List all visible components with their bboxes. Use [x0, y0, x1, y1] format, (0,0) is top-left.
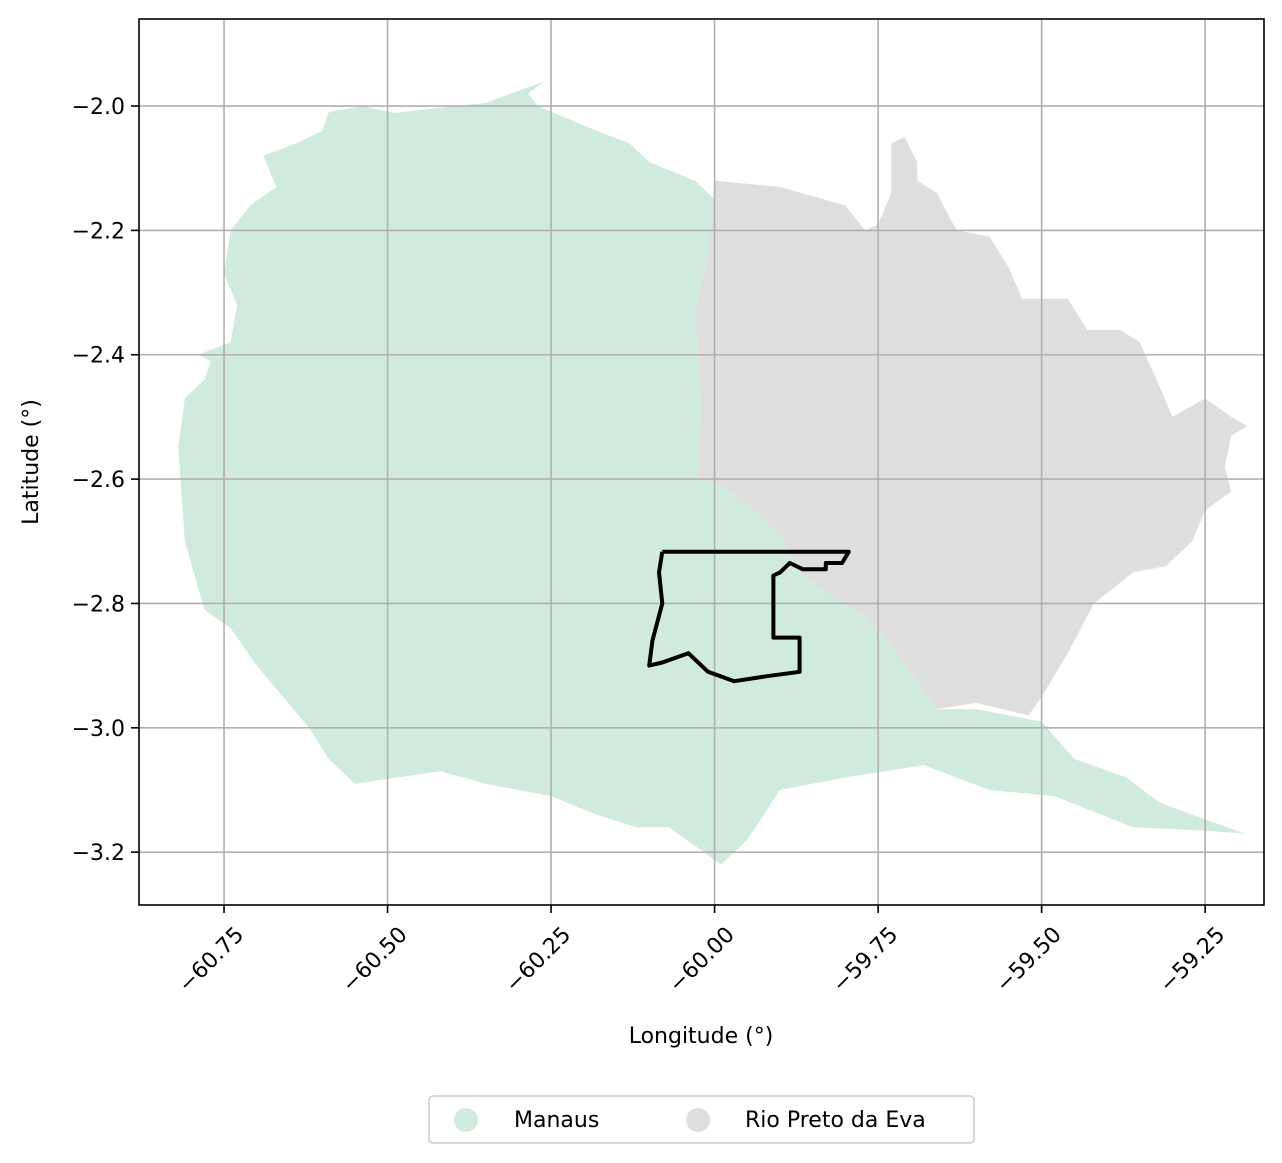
grid-layer: [139, 19, 1264, 905]
x-tick-label: −60.25: [501, 922, 576, 997]
legend-marker-rio-preto-da-eva: [686, 1108, 710, 1132]
legend-label-rio-preto-da-eva: Rio Preto da Eva: [745, 1108, 926, 1133]
regions-layer: [178, 81, 1248, 865]
y-axis-ticks: −2.0 −2.2 −2.4 −2.6 −2.8 −3.0 −3.2: [72, 95, 139, 866]
study-area-outline: [647, 549, 851, 684]
x-tick-label: −60.00: [664, 922, 739, 997]
x-axis-ticks: −60.75 −60.50 −60.25 −60.00 −59.75 −59.50 −59.…: [174, 905, 1230, 998]
y-tick-label: −2.0: [72, 95, 125, 120]
y-tick-label: −2.8: [72, 592, 125, 617]
x-tick-label: −59.25: [1155, 922, 1230, 997]
y-tick-label: −2.6: [72, 468, 125, 493]
y-tick-label: −2.2: [72, 219, 125, 244]
legend: Manaus Rio Preto da Eva: [428, 1095, 975, 1144]
y-tick-label: −3.2: [72, 841, 125, 866]
axes-frame: [138, 18, 1265, 906]
x-axis-label: Longitude (°): [629, 1024, 774, 1049]
legend-label-manaus: Manaus: [514, 1108, 599, 1133]
x-tick-label: −59.50: [991, 922, 1066, 997]
y-tick-label: −3.0: [72, 717, 125, 742]
region-rio-preto-da-eva: [695, 137, 1248, 716]
x-tick-label: −60.50: [337, 922, 412, 997]
legend-marker-manaus: [454, 1108, 478, 1132]
y-tick-label: −2.4: [72, 344, 125, 369]
x-tick-label: −59.75: [828, 922, 903, 997]
x-tick-label: −60.75: [174, 922, 249, 997]
region-manaus: [178, 81, 1245, 865]
y-axis-label: Latitude (°): [19, 399, 44, 525]
